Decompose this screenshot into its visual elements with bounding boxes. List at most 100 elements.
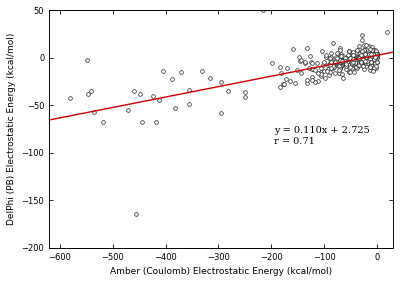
Point xyxy=(332,61,338,65)
Point xyxy=(356,56,363,60)
Point xyxy=(359,38,366,42)
Point xyxy=(361,54,368,58)
Point xyxy=(363,55,370,59)
Point xyxy=(373,54,379,58)
Point xyxy=(336,64,342,69)
Point xyxy=(373,65,380,70)
Point xyxy=(298,58,304,62)
Point xyxy=(371,51,377,55)
Point xyxy=(364,57,370,61)
Point xyxy=(365,56,372,60)
Point xyxy=(361,66,367,71)
Point xyxy=(372,55,378,59)
Y-axis label: DelPhi (PB) Electrostatic Energy (kcal/mol): DelPhi (PB) Electrostatic Energy (kcal/m… xyxy=(7,33,16,225)
Point xyxy=(368,45,375,49)
Point xyxy=(153,120,160,125)
Point xyxy=(260,8,267,13)
Point xyxy=(367,52,373,56)
Point xyxy=(354,58,360,62)
Point xyxy=(364,47,370,51)
Point xyxy=(358,61,364,65)
Point xyxy=(373,64,380,68)
Point xyxy=(348,60,354,64)
Point xyxy=(67,95,74,100)
Point xyxy=(373,51,380,55)
Point xyxy=(343,61,349,66)
Point xyxy=(160,69,166,74)
Point xyxy=(366,52,372,56)
Point xyxy=(330,41,336,46)
Point xyxy=(136,92,143,97)
Point xyxy=(373,55,380,60)
Point xyxy=(269,61,275,65)
Point xyxy=(366,65,373,69)
Point xyxy=(319,49,326,53)
Point xyxy=(352,65,358,70)
Point xyxy=(100,119,106,124)
Point xyxy=(358,49,365,53)
Point xyxy=(353,61,359,65)
Point xyxy=(287,78,293,83)
Point xyxy=(206,76,213,80)
Point xyxy=(358,53,364,57)
Point xyxy=(294,68,301,72)
Point xyxy=(283,77,290,81)
Point xyxy=(331,61,338,65)
Point xyxy=(384,30,390,35)
Point xyxy=(368,52,374,56)
Point xyxy=(356,55,362,59)
Point xyxy=(334,50,340,55)
Point xyxy=(374,52,380,56)
Point xyxy=(356,56,362,61)
Point xyxy=(307,54,313,59)
Point xyxy=(133,212,140,217)
Point xyxy=(369,55,375,60)
Point xyxy=(301,60,308,65)
Point xyxy=(362,59,368,64)
Point xyxy=(323,55,330,59)
Point xyxy=(328,59,335,63)
Point xyxy=(357,51,363,55)
Text: y = 0.110x + 2.725
r = 0.71: y = 0.110x + 2.725 r = 0.71 xyxy=(274,126,370,145)
Point xyxy=(346,69,352,74)
Point xyxy=(125,108,131,112)
Point xyxy=(324,63,331,67)
Point xyxy=(366,51,372,56)
Point xyxy=(366,60,372,64)
Point xyxy=(360,48,367,52)
Point xyxy=(337,58,343,63)
Point xyxy=(318,70,325,74)
Point xyxy=(371,66,377,70)
Point xyxy=(368,59,374,64)
Point xyxy=(358,49,365,53)
Point xyxy=(320,60,327,65)
Point xyxy=(366,55,373,60)
Point xyxy=(352,63,359,67)
Point xyxy=(346,48,352,53)
Point xyxy=(336,63,342,68)
Point xyxy=(315,79,322,83)
Point xyxy=(372,49,379,53)
Point xyxy=(150,93,156,98)
Point xyxy=(350,60,356,65)
Point xyxy=(373,53,380,58)
Point xyxy=(371,60,377,64)
Point xyxy=(156,98,162,103)
Point xyxy=(304,78,310,83)
Point xyxy=(360,51,366,55)
Point xyxy=(345,58,352,63)
Point xyxy=(363,57,369,62)
Point xyxy=(334,56,340,61)
Point xyxy=(337,54,343,59)
Point xyxy=(308,67,315,72)
Point xyxy=(354,48,360,52)
Point xyxy=(368,53,374,58)
Point xyxy=(341,56,348,61)
Point xyxy=(350,70,357,75)
Point xyxy=(368,59,374,64)
Point xyxy=(304,81,310,85)
Point xyxy=(330,65,337,69)
Point xyxy=(352,58,358,63)
Point xyxy=(296,55,302,59)
Point xyxy=(331,61,338,65)
